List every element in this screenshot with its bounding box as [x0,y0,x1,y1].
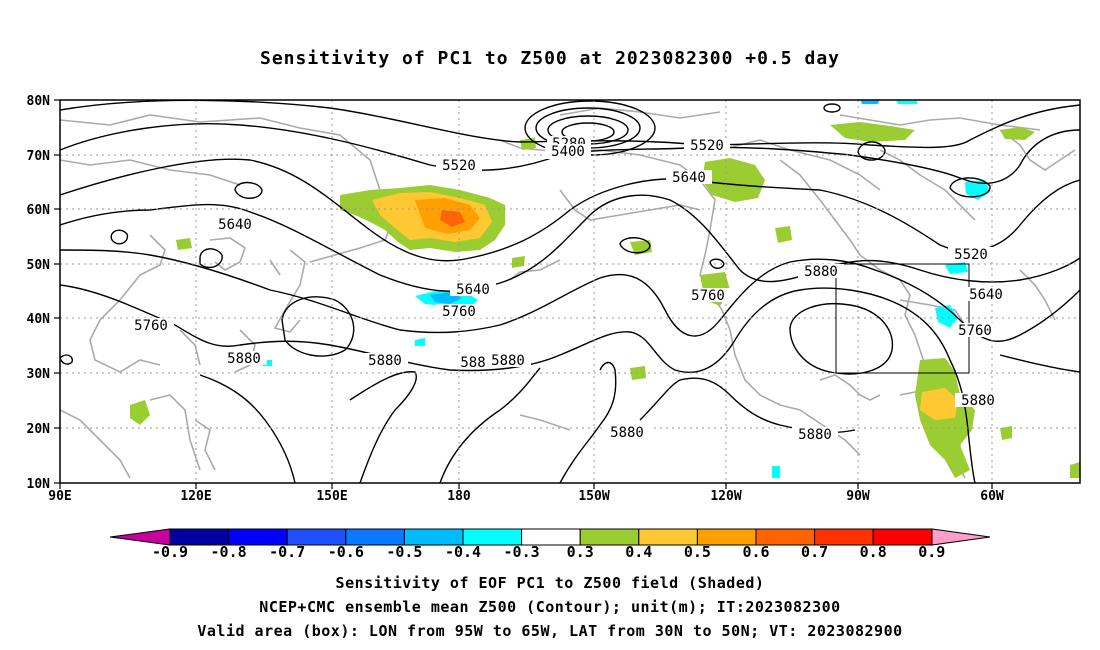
valid-area-box [835,263,970,374]
contour-label: 5880 [368,353,402,369]
contour-label: 5880 [227,351,261,367]
colorbar-tick-label: 0.8 [860,543,887,561]
caption-valid-area: Valid area (box): LON from 95W to 65W, L… [197,622,903,640]
colorbar-tick-label: 0.6 [742,543,769,561]
contour-label: 5520 [442,158,476,174]
lon-label: 120E [180,489,211,504]
contour-label: 5640 [672,170,706,186]
map-title: Sensitivity of PC1 to Z500 at 2023082300… [259,48,840,69]
lat-label: 10N [27,477,51,492]
caption-contour: NCEP+CMC ensemble mean Z500 (Contour); u… [259,598,841,616]
contour-label: 5880 [610,425,644,441]
longitude-labels: 90E 120E 150E 180 150W 120W 90W 60W [48,489,1004,504]
colorbar-tick-label: -0.5 [386,543,422,561]
colorbar-tick-label: -0.8 [211,543,247,561]
lat-label: 60N [27,203,51,218]
colorbar-tick-label: -0.9 [152,543,188,561]
contour-label: 5880 [961,393,995,409]
contour-label: 5640 [218,217,252,233]
contour-label: 5520 [954,247,988,263]
colorbar-segment [872,528,933,546]
colorbar-tick-label: -0.3 [504,543,540,561]
lon-label: 120W [710,489,741,504]
contour-label: 5520 [690,138,724,154]
latitude-labels: 80N 70N 60N 50N 40N 30N 20N 10N [27,94,51,492]
lon-label: 60W [980,489,1004,504]
map-frame [59,99,1081,484]
contour-label: 5760 [134,318,168,334]
lon-label: 180 [447,489,471,504]
contour-label: 5640 [456,282,490,298]
contour-label: 5400 [551,144,585,160]
map-panel [60,100,1080,483]
colorbar-tick-label: 0.9 [918,543,945,561]
colorbar-tick-label: -0.6 [328,543,364,561]
caption-shading: Sensitivity of EOF PC1 to Z500 field (Sh… [335,574,765,592]
sensitivity-shading [130,100,1080,478]
lat-label: 30N [27,367,51,382]
colorbar-tick-label: 0.5 [684,543,711,561]
colorbar-tick-label: -0.4 [445,543,481,561]
lon-label: 150W [578,489,609,504]
lon-label: 90E [48,489,71,504]
lat-label: 40N [27,312,51,327]
contour-label: 5760 [442,304,476,320]
contour-label-group: 5280 5400 5520 5520 5640 5640 5520 5640 … [128,136,1009,443]
lat-lon-grid [60,100,1080,483]
contour-label: 5880 [804,264,838,280]
colorbar-tick-label: 0.3 [567,543,594,561]
contour-label: 5760 [691,288,725,304]
contour-label: 5880 [491,353,525,369]
lon-label: 150E [316,489,347,504]
contour-label: 5640 [969,287,1003,303]
contour-label: 588 [460,355,485,371]
contour-label: 5760 [958,323,992,339]
lat-label: 80N [27,94,51,109]
lat-label: 70N [27,149,51,164]
colorbar-tick-label: -0.7 [269,543,305,561]
lat-label: 50N [27,258,51,273]
colorbar: -0.9 -0.8 -0.7 -0.6 -0.5 -0.4 -0.3 0.3 0.4 0.5 0.6… [109,528,991,561]
contour-label: 5880 [798,427,832,443]
axis-ticks [54,99,993,489]
colorbar-tick-label: 0.4 [625,543,652,561]
lat-label: 20N [27,422,51,437]
colorbar-tick-label: 0.7 [801,543,828,561]
lon-label: 90W [846,489,870,504]
